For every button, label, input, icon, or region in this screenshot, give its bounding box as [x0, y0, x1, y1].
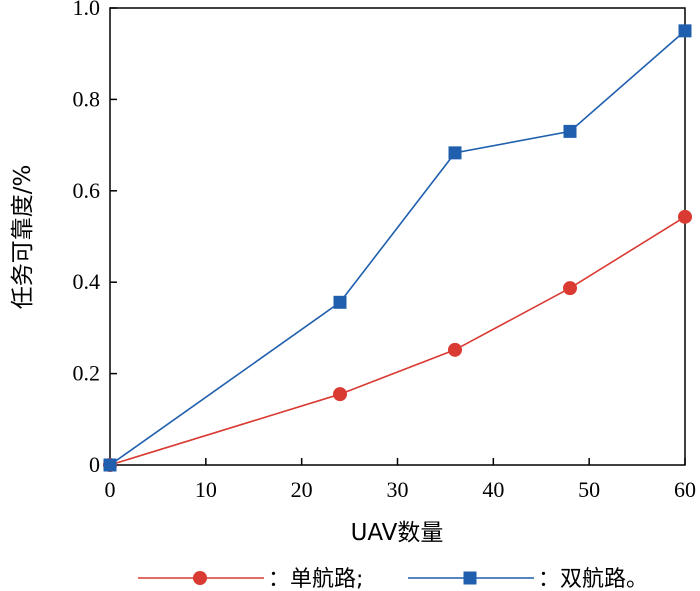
- x-axis-title: UAV数量: [351, 520, 444, 546]
- data-point-series-1: [448, 342, 462, 357]
- y-axis-title: 任务可靠度/%: [10, 165, 36, 310]
- x-tick-label: 30: [387, 477, 409, 502]
- y-tick-label: 0: [89, 452, 100, 477]
- data-point-series-2: [563, 124, 577, 138]
- x-tick-label: 0: [105, 477, 116, 502]
- x-tick-label: 50: [578, 477, 600, 502]
- axis-tick-labels: 0 10 20 30 40 50 60 0 0.2 0.4 0.6 0.8 1.0: [73, 0, 697, 502]
- data-point-series-2: [678, 24, 692, 38]
- series-lines: [109, 30, 686, 466]
- legend-label-1: ：单航路;: [268, 567, 363, 591]
- data-point-series-1: [563, 281, 577, 296]
- x-tick-label: 20: [291, 477, 313, 502]
- plot-frame: [109, 7, 686, 466]
- y-tick-label: 0.2: [73, 361, 101, 386]
- y-tick-label: 0.8: [73, 86, 101, 111]
- data-point-series-2: [448, 146, 462, 160]
- legend-marker-1: [193, 571, 207, 585]
- series-markers: [103, 24, 692, 472]
- x-tick-label: 10: [195, 477, 217, 502]
- x-tick-label: 40: [482, 477, 504, 502]
- series-line-2: [109, 30, 686, 466]
- y-tick-label: 1.0: [73, 0, 101, 20]
- x-tick-label: 60: [674, 477, 696, 502]
- data-point-series-2: [333, 295, 347, 309]
- y-tick-label: 0.6: [73, 178, 101, 203]
- legend-marker-2: [463, 571, 477, 585]
- series-line-1: [109, 216, 686, 466]
- axis-ticks: [109, 7, 686, 466]
- legend-label-2: ：双航路。: [538, 567, 648, 591]
- data-point-series-1: [678, 209, 692, 224]
- legend: ：单航路; ：双航路。: [138, 567, 648, 591]
- y-tick-label: 0.4: [73, 269, 101, 294]
- data-point-series-2: [103, 458, 117, 472]
- data-point-series-1: [333, 387, 347, 402]
